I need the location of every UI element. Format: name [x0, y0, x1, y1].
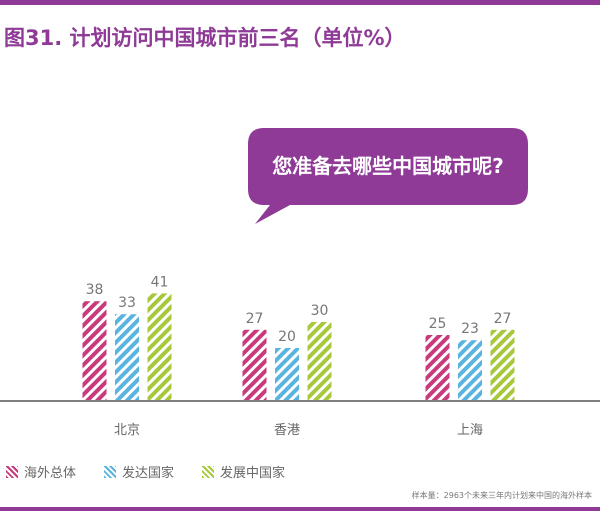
bar-2-1: [458, 340, 482, 400]
bar-0-1: [115, 314, 139, 400]
data-label: 27: [246, 311, 264, 327]
top-accent-bar: [0, 0, 600, 5]
data-label: 30: [311, 303, 329, 319]
legend-item: 发展中国家: [202, 462, 285, 481]
legend-item: 海外总体: [6, 462, 76, 481]
x-tick-label: 香港: [274, 423, 300, 438]
bar-2-0: [425, 335, 450, 400]
legend-swatch: [104, 465, 117, 478]
data-label: 23: [461, 321, 479, 337]
legend-swatch: [202, 465, 215, 478]
bar-1-0: [242, 329, 267, 400]
data-label: 20: [278, 329, 296, 345]
bottom-accent-bar: [0, 507, 600, 511]
bar-0-2: [147, 293, 172, 400]
bar-1-2: [307, 322, 332, 400]
speech-bubble-shape: [248, 128, 528, 224]
legend-label: 发达国家: [122, 466, 175, 481]
data-label: 38: [86, 282, 104, 298]
legend: 海外总体 发达国家 发展中国家: [6, 462, 285, 481]
bar-2-2: [490, 329, 515, 400]
bar-0-0: [82, 301, 107, 400]
footnote: 样本量：2963个未来三年内计划来中国的海外样本: [411, 491, 592, 500]
x-tick-label: 北京: [114, 423, 140, 438]
legend-swatch: [6, 465, 18, 478]
bar-chart: 您准备去哪些中国城市呢? 38 33 41 北京 27 20 30 香港 25 23 27 上海: [0, 128, 600, 438]
chart-title: 图31. 计划访问中国城市前三名（单位%）: [4, 26, 406, 50]
legend-item: 发达国家: [104, 462, 174, 481]
speech-bubble-text: 您准备去哪些中国城市呢?: [272, 154, 504, 178]
data-label: 25: [429, 316, 447, 332]
x-tick-label: 上海: [457, 423, 483, 438]
legend-label: 海外总体: [24, 466, 77, 481]
legend-label: 发展中国家: [220, 466, 286, 481]
speech-bubble: 您准备去哪些中国城市呢?: [248, 128, 528, 224]
bar-1-1: [275, 348, 299, 400]
data-label: 41: [151, 274, 169, 290]
data-label: 33: [118, 295, 136, 311]
data-label: 27: [494, 311, 512, 327]
